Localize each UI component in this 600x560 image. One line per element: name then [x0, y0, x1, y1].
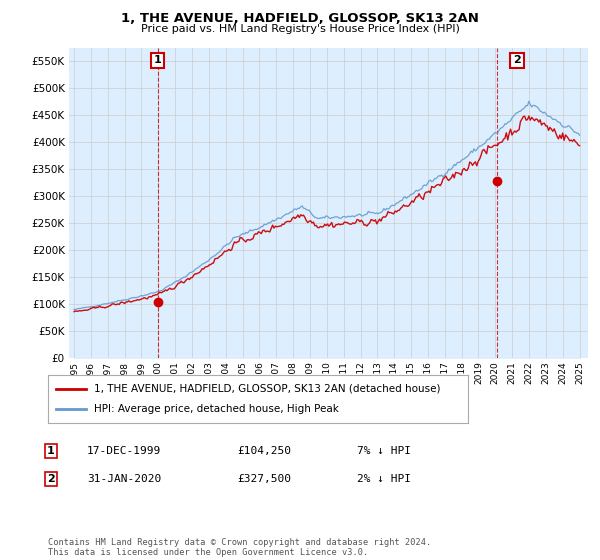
Text: £104,250: £104,250: [237, 446, 291, 456]
Text: Contains HM Land Registry data © Crown copyright and database right 2024.
This d: Contains HM Land Registry data © Crown c…: [48, 538, 431, 557]
Text: 1, THE AVENUE, HADFIELD, GLOSSOP, SK13 2AN: 1, THE AVENUE, HADFIELD, GLOSSOP, SK13 2…: [121, 12, 479, 25]
Text: 1: 1: [154, 55, 161, 66]
Text: 1, THE AVENUE, HADFIELD, GLOSSOP, SK13 2AN (detached house): 1, THE AVENUE, HADFIELD, GLOSSOP, SK13 2…: [94, 384, 440, 394]
Text: Price paid vs. HM Land Registry's House Price Index (HPI): Price paid vs. HM Land Registry's House …: [140, 24, 460, 34]
Text: 7% ↓ HPI: 7% ↓ HPI: [357, 446, 411, 456]
Text: 17-DEC-1999: 17-DEC-1999: [87, 446, 161, 456]
Text: 2% ↓ HPI: 2% ↓ HPI: [357, 474, 411, 484]
Text: 31-JAN-2020: 31-JAN-2020: [87, 474, 161, 484]
Text: 2: 2: [513, 55, 521, 66]
Text: 2: 2: [47, 474, 55, 484]
Text: HPI: Average price, detached house, High Peak: HPI: Average price, detached house, High…: [94, 404, 339, 414]
Text: 1: 1: [47, 446, 55, 456]
Text: £327,500: £327,500: [237, 474, 291, 484]
